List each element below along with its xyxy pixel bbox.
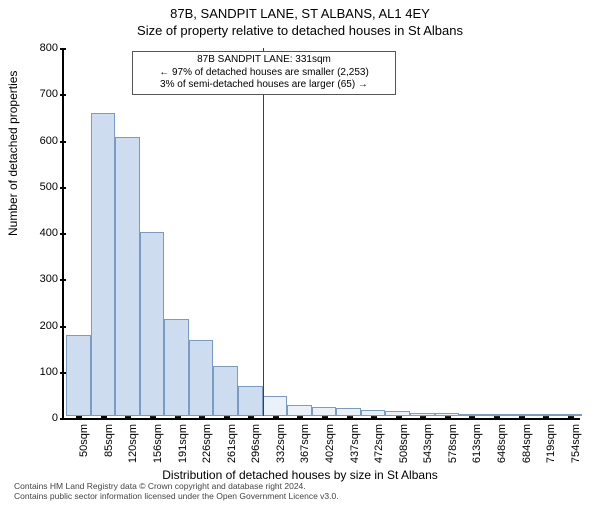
bar — [312, 407, 337, 416]
bar — [115, 137, 140, 416]
bar — [263, 396, 288, 416]
x-tick: 367sqm — [299, 418, 311, 463]
annotation-box: 87B SANDPIT LANE: 331sqm ← 97% of detach… — [132, 51, 396, 95]
x-tick: 719sqm — [545, 418, 557, 463]
annotation-line2: ← 97% of detached houses are smaller (2,… — [137, 67, 391, 80]
y-tick: 100 — [40, 366, 64, 378]
x-tick: 648sqm — [496, 418, 508, 463]
x-tick: 156sqm — [152, 418, 164, 463]
bar — [336, 408, 361, 416]
x-tick: 50sqm — [78, 418, 90, 457]
bar — [91, 113, 116, 416]
x-tick: 296sqm — [250, 418, 262, 463]
y-axis-label: Number of detached properties — [6, 71, 20, 236]
annotation-line1: 87B SANDPIT LANE: 331sqm — [137, 54, 391, 67]
x-tick: 472sqm — [373, 418, 385, 463]
y-tick: 600 — [40, 135, 64, 147]
footnote-line2: Contains public sector information licen… — [14, 492, 339, 502]
x-tick: 437sqm — [349, 418, 361, 463]
x-tick: 543sqm — [422, 418, 434, 463]
x-tick: 85sqm — [103, 418, 115, 457]
y-tick: 700 — [40, 88, 64, 100]
footnote: Contains HM Land Registry data © Crown c… — [14, 482, 339, 502]
y-tick: 0 — [52, 412, 64, 424]
y-tick: 400 — [40, 227, 64, 239]
x-tick: 191sqm — [177, 418, 189, 463]
bar — [66, 335, 91, 416]
x-tick: 261sqm — [226, 418, 238, 463]
x-tick: 120sqm — [127, 418, 139, 463]
x-tick: 578sqm — [447, 418, 459, 463]
page-title: 87B, SANDPIT LANE, ST ALBANS, AL1 4EY — [0, 6, 600, 21]
bar — [287, 405, 312, 416]
bar — [140, 232, 165, 416]
reference-line — [263, 48, 264, 416]
x-tick: 402sqm — [324, 418, 336, 463]
x-tick: 754sqm — [570, 418, 582, 463]
y-tick: 500 — [40, 181, 64, 193]
bar — [238, 386, 263, 416]
x-tick: 226sqm — [201, 418, 213, 463]
y-tick: 200 — [40, 320, 64, 332]
x-tick: 613sqm — [471, 418, 483, 463]
y-tick: 300 — [40, 273, 64, 285]
bar — [213, 366, 238, 416]
annotation-line3: 3% of semi-detached houses are larger (6… — [137, 79, 391, 92]
bar — [164, 319, 189, 416]
bar — [189, 340, 214, 416]
x-tick: 684sqm — [521, 418, 533, 463]
x-axis-label: Distribution of detached houses by size … — [0, 468, 600, 482]
y-tick: 800 — [40, 42, 64, 54]
subtitle: Size of property relative to detached ho… — [0, 23, 600, 38]
chart: 010020030040050060070080050sqm85sqm120sq… — [62, 48, 580, 420]
plot-area: 010020030040050060070080050sqm85sqm120sq… — [62, 48, 580, 420]
x-tick: 508sqm — [398, 418, 410, 463]
x-tick: 332sqm — [275, 418, 287, 463]
